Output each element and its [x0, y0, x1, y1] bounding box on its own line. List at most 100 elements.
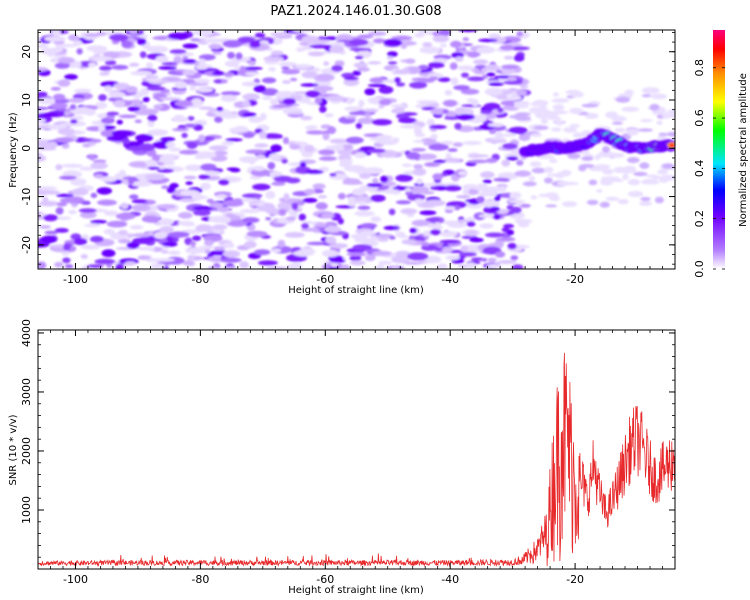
noise-blob	[474, 65, 486, 69]
noise-blob	[222, 40, 243, 48]
noise-blob	[38, 67, 48, 72]
y-tick-label: 4000	[20, 319, 33, 347]
noise-blob	[639, 201, 652, 206]
noise-blob	[162, 177, 170, 183]
noise-blob	[515, 112, 531, 117]
noise-blob	[506, 156, 519, 161]
noise-blob	[346, 97, 354, 105]
noise-blob	[41, 47, 60, 55]
noise-blob	[104, 60, 117, 66]
noise-blob	[256, 154, 266, 159]
noise-blob	[563, 126, 577, 133]
colorbar-label: Normalized spectral amplitude	[738, 73, 749, 227]
noise-blob	[296, 47, 305, 52]
noise-blob	[291, 202, 299, 211]
noise-blob	[455, 56, 464, 62]
noise-blob	[373, 38, 386, 44]
noise-blob	[511, 264, 524, 269]
noise-blob	[443, 99, 458, 107]
noise-blob	[249, 175, 262, 180]
noise-blob	[239, 198, 259, 202]
noise-blob	[544, 113, 559, 119]
noise-blob	[279, 91, 296, 96]
noise-blob	[293, 250, 314, 257]
noise-blob	[569, 107, 583, 114]
noise-blob	[486, 139, 508, 144]
noise-blob	[195, 224, 213, 232]
noise-blob	[46, 124, 67, 130]
noise-blob	[125, 86, 138, 93]
noise-blob	[229, 127, 249, 133]
noise-blob	[437, 186, 446, 191]
noise-blob	[156, 168, 174, 173]
snr-frame	[37, 329, 676, 570]
noise-blob	[378, 99, 392, 106]
noise-blob	[80, 244, 101, 250]
noise-blob	[248, 60, 256, 66]
noise-blob	[496, 96, 511, 100]
noise-blob	[257, 260, 278, 266]
noise-blob	[495, 132, 504, 139]
noise-blob	[294, 94, 303, 102]
noise-blob	[471, 257, 484, 262]
noise-blob	[429, 229, 442, 236]
noise-blob	[389, 235, 396, 240]
noise-blob	[460, 245, 469, 253]
noise-blob	[239, 156, 259, 163]
noise-blob	[128, 62, 140, 67]
noise-blob	[456, 113, 475, 121]
noise-blob	[174, 100, 194, 107]
noise-blob	[221, 91, 241, 96]
noise-blob	[270, 50, 284, 56]
noise-blob	[357, 67, 370, 72]
noise-blob	[450, 40, 462, 48]
noise-blob	[423, 183, 438, 187]
noise-blob	[145, 75, 159, 79]
noise-blob	[220, 94, 237, 103]
noise-blob	[403, 67, 410, 75]
noise-blob	[499, 45, 515, 51]
noise-blob	[329, 243, 348, 249]
noise-blob	[493, 177, 510, 182]
noise-blob	[172, 116, 189, 123]
noise-blob	[479, 223, 494, 229]
noise-blob	[50, 86, 61, 91]
noise-blob	[182, 43, 199, 49]
noise-blob	[478, 38, 498, 43]
noise-blob	[519, 84, 529, 89]
noise-blob	[137, 38, 147, 46]
noise-blob	[106, 111, 120, 116]
noise-blob	[348, 111, 366, 116]
noise-blob	[167, 32, 189, 40]
noise-blob	[93, 159, 107, 163]
noise-blob	[265, 266, 288, 269]
noise-blob	[302, 197, 318, 203]
noise-blob	[216, 206, 229, 213]
snr-ticks: -100 -80 -60 -40 -20 1000 2000 3000 4000	[20, 319, 676, 586]
noise-blob	[501, 159, 511, 167]
noise-blob	[184, 247, 206, 254]
noise-blob	[242, 132, 255, 138]
noise-blob	[285, 177, 301, 184]
noise-blob	[394, 77, 401, 84]
noise-blob	[406, 152, 421, 160]
noise-blob	[179, 198, 196, 203]
noise-blob	[543, 166, 554, 174]
noise-blob	[497, 107, 504, 113]
noise-blob	[214, 79, 222, 84]
noise-blob	[530, 195, 538, 200]
noise-blob	[378, 85, 394, 94]
noise-blob	[73, 39, 83, 47]
noise-blob	[258, 131, 267, 140]
noise-blob	[421, 106, 436, 111]
noise-blob	[248, 116, 264, 123]
noise-blob	[367, 148, 386, 153]
noise-blob	[418, 79, 435, 83]
noise-blob	[478, 214, 497, 218]
noise-blob	[486, 264, 502, 268]
noise-blob	[418, 30, 426, 35]
noise-blob	[89, 235, 104, 243]
noise-blob	[99, 72, 110, 76]
noise-blob	[364, 113, 372, 118]
